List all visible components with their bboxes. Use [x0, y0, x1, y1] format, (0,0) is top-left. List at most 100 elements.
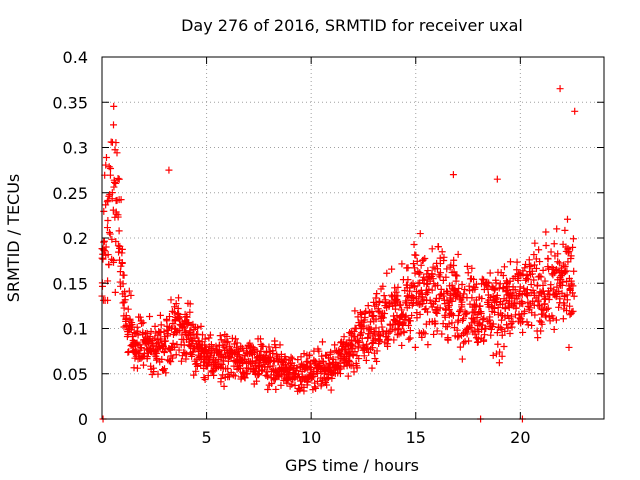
data-point	[535, 246, 543, 254]
data-point	[177, 357, 185, 365]
y-tick-label: 0.4	[63, 48, 88, 67]
data-point	[484, 285, 492, 293]
data-point	[442, 273, 450, 281]
data-point	[423, 280, 431, 288]
data-point	[433, 327, 441, 335]
data-point	[254, 371, 262, 379]
data-point	[465, 337, 473, 345]
data-point	[313, 370, 321, 378]
data-point	[541, 277, 549, 285]
data-point	[393, 331, 401, 339]
data-point	[205, 334, 213, 342]
data-point	[114, 213, 122, 221]
data-point	[382, 298, 390, 306]
data-point	[523, 290, 531, 298]
data-point	[428, 245, 436, 253]
data-point	[550, 325, 558, 333]
data-point	[102, 153, 110, 161]
data-point	[206, 331, 214, 339]
data-point	[398, 260, 406, 268]
data-point	[137, 344, 145, 352]
data-point	[134, 331, 142, 339]
data-point	[413, 314, 421, 322]
data-point	[120, 304, 128, 312]
data-point	[107, 165, 115, 173]
data-point	[424, 308, 432, 316]
data-point	[489, 320, 497, 328]
data-point	[554, 258, 562, 266]
data-point	[511, 311, 519, 319]
data-point	[265, 343, 273, 351]
data-point	[503, 321, 511, 329]
data-point	[355, 338, 363, 346]
data-point	[112, 237, 120, 245]
chart-title: Day 276 of 2016, SRMTID for receiver uxa…	[181, 16, 523, 35]
data-point	[362, 356, 370, 364]
data-point	[544, 304, 552, 312]
data-point	[534, 334, 542, 342]
data-point	[424, 289, 432, 297]
x-tick-labels: 0 5 10 15 20	[97, 428, 531, 447]
data-point	[429, 275, 437, 283]
data-point	[369, 344, 377, 352]
data-point	[569, 235, 577, 243]
data-point	[176, 313, 184, 321]
data-point	[493, 291, 501, 299]
y-tick-label: 0.1	[63, 320, 88, 339]
data-point	[419, 256, 427, 264]
y-tick-label: 0.2	[63, 229, 88, 248]
data-point	[409, 260, 417, 268]
data-point	[559, 278, 567, 286]
data-point	[415, 270, 423, 278]
data-point	[513, 258, 521, 266]
data-point	[523, 271, 531, 279]
data-point	[561, 301, 569, 309]
x-tick-label: 20	[510, 428, 530, 447]
data-point	[554, 250, 562, 258]
data-point	[545, 295, 553, 303]
data-point	[243, 369, 251, 377]
data-point	[494, 340, 502, 348]
data-point	[158, 355, 166, 363]
data-point	[270, 376, 278, 384]
data-point	[452, 277, 460, 285]
ticks	[101, 56, 604, 420]
data-point	[443, 265, 451, 273]
data-point	[151, 322, 159, 330]
data-point	[536, 258, 544, 266]
data-point	[438, 248, 446, 256]
data-point	[323, 381, 331, 389]
data-point	[569, 282, 577, 290]
data-point	[374, 305, 382, 313]
data-point	[143, 329, 151, 337]
data-point	[272, 344, 280, 352]
data-point	[485, 279, 493, 287]
data-point	[528, 321, 536, 329]
data-point	[127, 291, 135, 299]
data-point	[411, 343, 419, 351]
data-point	[424, 267, 432, 275]
data-point	[294, 370, 302, 378]
data-point	[161, 365, 169, 373]
data-point	[537, 273, 545, 281]
data-point	[424, 341, 432, 349]
data-point	[345, 356, 353, 364]
data-point	[480, 337, 488, 345]
data-point	[563, 215, 571, 223]
data-point	[361, 313, 369, 321]
y-tick-labels: 0 0.05 0.1 0.15 0.2 0.25 0.3 0.35 0.4	[52, 48, 88, 429]
data-point	[381, 310, 389, 318]
data-point	[498, 352, 506, 360]
data-point	[277, 350, 285, 358]
data-point	[114, 174, 122, 182]
data-point	[217, 336, 225, 344]
data-point	[418, 333, 426, 341]
data-points	[98, 85, 579, 423]
data-point	[571, 107, 579, 115]
data-point	[170, 303, 178, 311]
data-point	[146, 313, 154, 321]
data-point	[478, 325, 486, 333]
data-point	[256, 335, 264, 343]
data-point	[216, 332, 224, 340]
data-point	[422, 290, 430, 298]
